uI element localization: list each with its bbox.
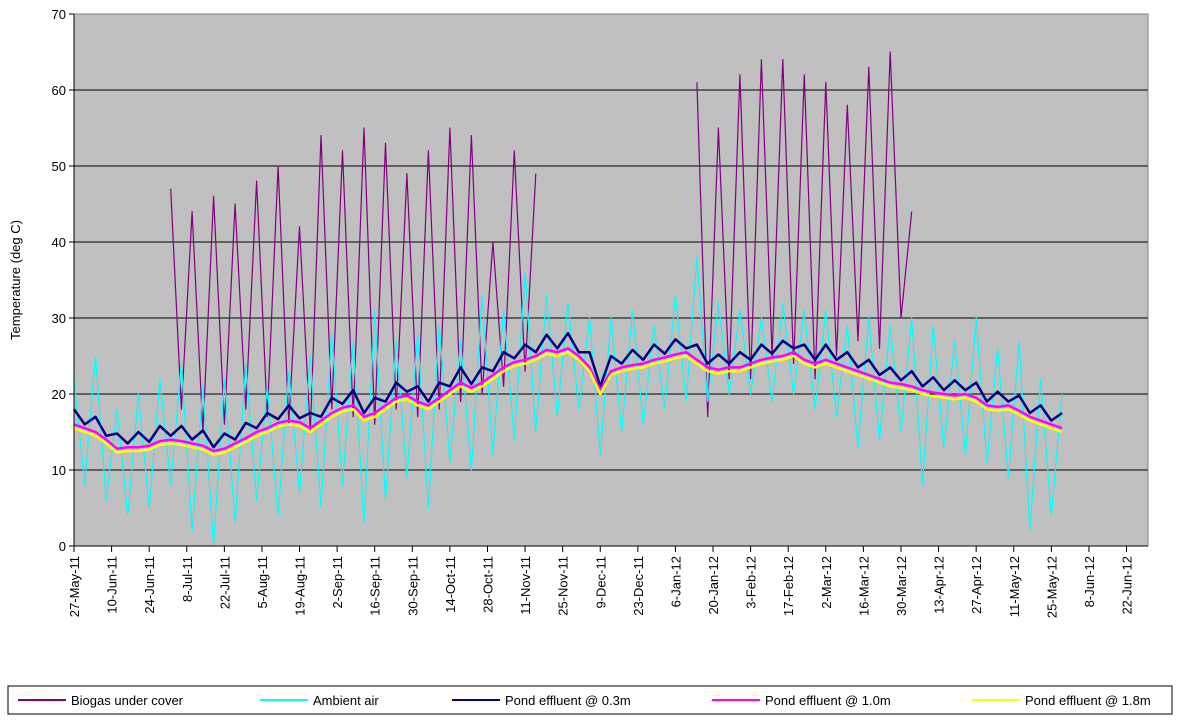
- x-tick-label: 17-Feb-12: [781, 556, 796, 616]
- y-tick-label: 30: [52, 311, 66, 326]
- series-line: [73, 347, 1063, 453]
- y-tick-label: 70: [52, 7, 66, 22]
- y-tick-label: 10: [52, 463, 66, 478]
- x-tick-label: 30-Mar-12: [894, 556, 909, 616]
- x-tick-label: 5-Aug-11: [255, 556, 270, 609]
- y-tick-label: 20: [52, 387, 66, 402]
- x-tick-label: 23-Dec-11: [631, 556, 646, 616]
- x-tick-label: 10-Jun-11: [105, 556, 120, 614]
- y-tick-label: 40: [52, 235, 66, 250]
- x-tick-label: 24-Jun-11: [142, 556, 157, 614]
- x-tick-label: 22-Jul-11: [217, 556, 232, 609]
- x-tick-label: 19-Aug-11: [293, 556, 308, 616]
- y-tick-label: 60: [52, 83, 66, 98]
- y-tick-label: 0: [59, 539, 66, 554]
- x-tick-label: 11-May-12: [1007, 556, 1022, 617]
- series-line: [72, 331, 1063, 449]
- plot-background: [74, 14, 1148, 546]
- x-tick-label: 16-Sep-11: [368, 556, 383, 616]
- x-tick-label: 20-Jan-12: [706, 556, 721, 615]
- x-tick-label: 22-Jun-12: [1120, 556, 1135, 615]
- x-tick-label: 8-Jun-12: [1082, 556, 1097, 607]
- x-tick-label: 14-Oct-11: [443, 556, 458, 613]
- x-tick-label: 3-Feb-12: [744, 556, 759, 609]
- x-tick-label: 16-Mar-12: [856, 556, 871, 616]
- legend-label: Pond effluent @ 0.3m: [505, 693, 631, 708]
- y-tick-label: 50: [52, 159, 66, 174]
- x-tick-label: 13-Apr-12: [932, 556, 947, 614]
- y-axis-label: Temperature (deg C): [8, 220, 23, 340]
- x-tick-label: 2-Sep-11: [330, 556, 345, 609]
- x-tick-label: 28-Oct-11: [480, 556, 495, 613]
- x-tick-label: 30-Sep-11: [405, 556, 420, 616]
- series-line: [73, 256, 1063, 547]
- x-tick-label: 25-May-12: [1044, 556, 1059, 618]
- x-tick-label: 27-Apr-12: [969, 556, 984, 614]
- legend-label: Pond effluent @ 1.8m: [1025, 693, 1151, 708]
- x-tick-label: 8-Jul-11: [180, 556, 195, 602]
- legend-label: Pond effluent @ 1.0m: [765, 693, 891, 708]
- x-tick-label: 27-May-11: [67, 556, 82, 617]
- x-tick-label: 11-Nov-11: [518, 556, 533, 615]
- x-tick-label: 6-Jan-12: [668, 556, 683, 607]
- series-line: [73, 350, 1063, 457]
- legend-label: Biogas under cover: [71, 693, 184, 708]
- x-tick-label: 9-Dec-11: [593, 556, 608, 609]
- x-tick-label: 2-Mar-12: [819, 556, 834, 609]
- legend-label: Ambient air: [313, 693, 379, 708]
- series-line: [170, 51, 913, 433]
- x-tick-label: 25-Nov-11: [556, 556, 571, 616]
